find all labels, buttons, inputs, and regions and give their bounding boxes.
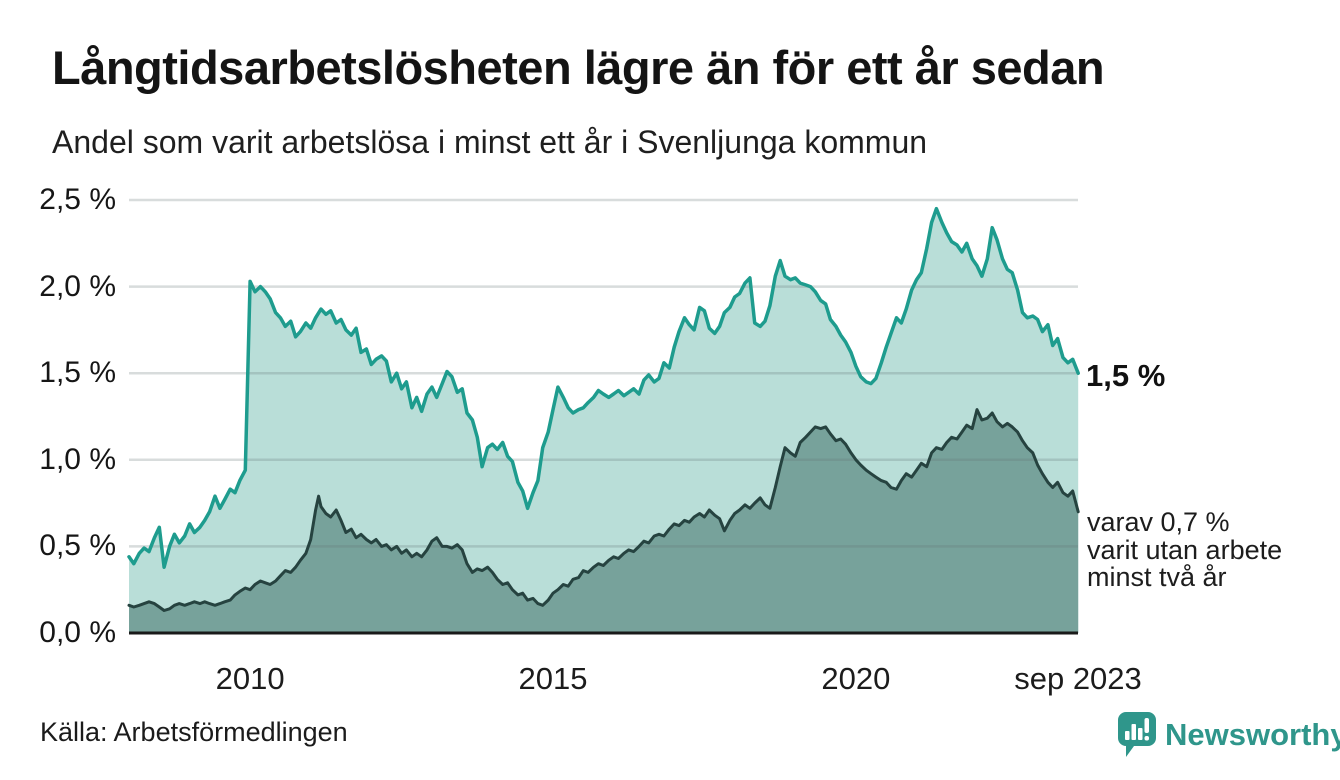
secondary-annotation-line: varav 0,7 % — [1087, 507, 1230, 537]
gridlines — [129, 198, 1078, 548]
secondary-annotation-line: varit utan arbete — [1087, 534, 1283, 565]
series-area-2 — [129, 409, 1079, 633]
y-tick-label: 1,0 % — [39, 442, 116, 476]
page-title: Långtidsarbetslösheten lägre än för ett … — [52, 41, 1105, 94]
series-lines — [127, 206, 1080, 612]
newsworthy-brand-link[interactable]: Newsworthy — [1116, 708, 1340, 758]
y-tick-label: 2,5 % — [39, 183, 116, 216]
x-tick-label: 2020 — [821, 661, 891, 696]
y-tick-label: 0,0 % — [39, 616, 116, 649]
y-tick-label: 2,0 % — [39, 269, 116, 303]
y-tick-label: 1,5 % — [39, 356, 116, 390]
latest-value-annotation: 1,5 % — [1086, 358, 1166, 393]
newsworthy-bubble-barchart-icon — [1118, 712, 1156, 757]
secondary-annotation-line: minst två år — [1087, 562, 1227, 592]
secondary-annotation: varav 0,7 % varit utan arbete minst två … — [1087, 507, 1283, 592]
newsworthy-brand-name: Newsworthy — [1165, 717, 1340, 752]
page-subtitle: Andel som varit arbetslösa i minst ett å… — [52, 124, 928, 160]
x-tick-label: sep 2023 — [1014, 661, 1142, 696]
x-tick-label: 2010 — [215, 661, 285, 696]
source-note: Källa: Arbetsförmedlingen — [40, 717, 348, 747]
series-line-1 — [127, 206, 1080, 569]
y-tick-label: 0,5 % — [39, 529, 116, 563]
series-line-2 — [127, 408, 1080, 612]
series-area-fills — [129, 208, 1079, 633]
x-tick-label: 2015 — [518, 661, 588, 696]
